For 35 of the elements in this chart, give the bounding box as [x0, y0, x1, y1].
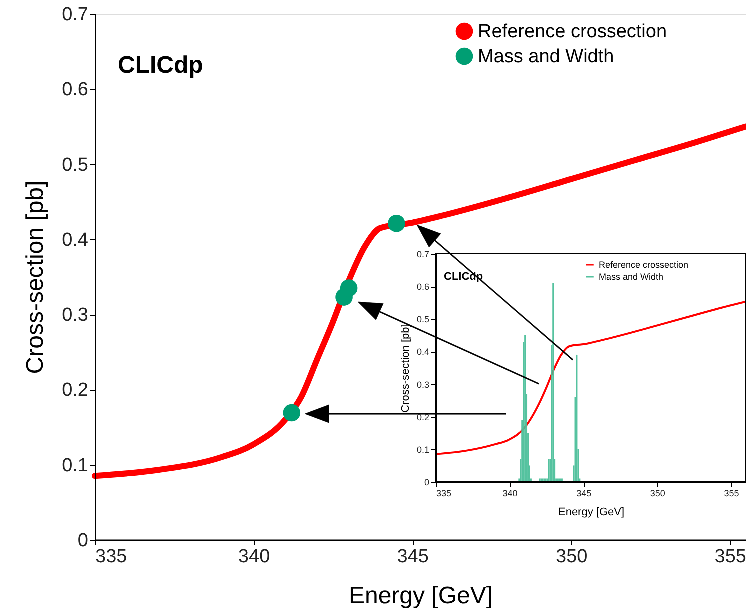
y-tick-label: 0.1 [416, 444, 430, 455]
y-axis-title: Cross-section [pb] [400, 324, 412, 413]
x-axis-title: Energy [GeV] [558, 506, 625, 518]
x-tick-label: 355 [724, 488, 740, 498]
x-tick-label: 350 [556, 546, 588, 568]
x-tick-label: 335 [96, 546, 128, 568]
x-tick-label: 335 [436, 488, 452, 498]
legend-label: Mass and Width [478, 46, 614, 68]
y-tick-label: 0.4 [62, 230, 89, 251]
x-tick-label: 345 [397, 546, 429, 568]
x-axis-title: Energy [GeV] [348, 582, 494, 609]
y-tick-label: 0.6 [62, 80, 88, 101]
y-tick-label: 0.5 [62, 154, 88, 176]
x-tick-label: 355 [714, 546, 746, 568]
y-tick-label: 0.2 [416, 412, 430, 422]
y-tick-label: 0.3 [62, 305, 88, 326]
x-tick-label: 340 [238, 546, 270, 568]
y-tick-label: 0.1 [62, 455, 88, 476]
x-tick-label: 350 [650, 488, 666, 498]
y-tick-label: 0.3 [416, 380, 430, 390]
y-tick-label: 0.6 [416, 282, 430, 292]
x-tick-label: 340 [502, 488, 518, 498]
legend-label: Reference crossection [599, 260, 689, 270]
annotation: CLICdp [118, 52, 204, 79]
y-tick-label: 0 [424, 478, 430, 488]
y-tick-label: 0.7 [62, 4, 88, 26]
y-axis-title: Cross-section [pb] [22, 180, 50, 374]
y-tick-label: 0.7 [416, 250, 430, 260]
legend-label: Mass and Width [599, 272, 664, 282]
y-tick-label: 0.2 [62, 380, 88, 402]
y-tick-label: 0.4 [416, 347, 430, 358]
x-tick-label: 345 [576, 488, 592, 498]
y-tick-label: 0 [78, 530, 88, 552]
legend-label: Reference crossection [478, 22, 668, 42]
y-tick-label: 0.5 [416, 314, 430, 325]
